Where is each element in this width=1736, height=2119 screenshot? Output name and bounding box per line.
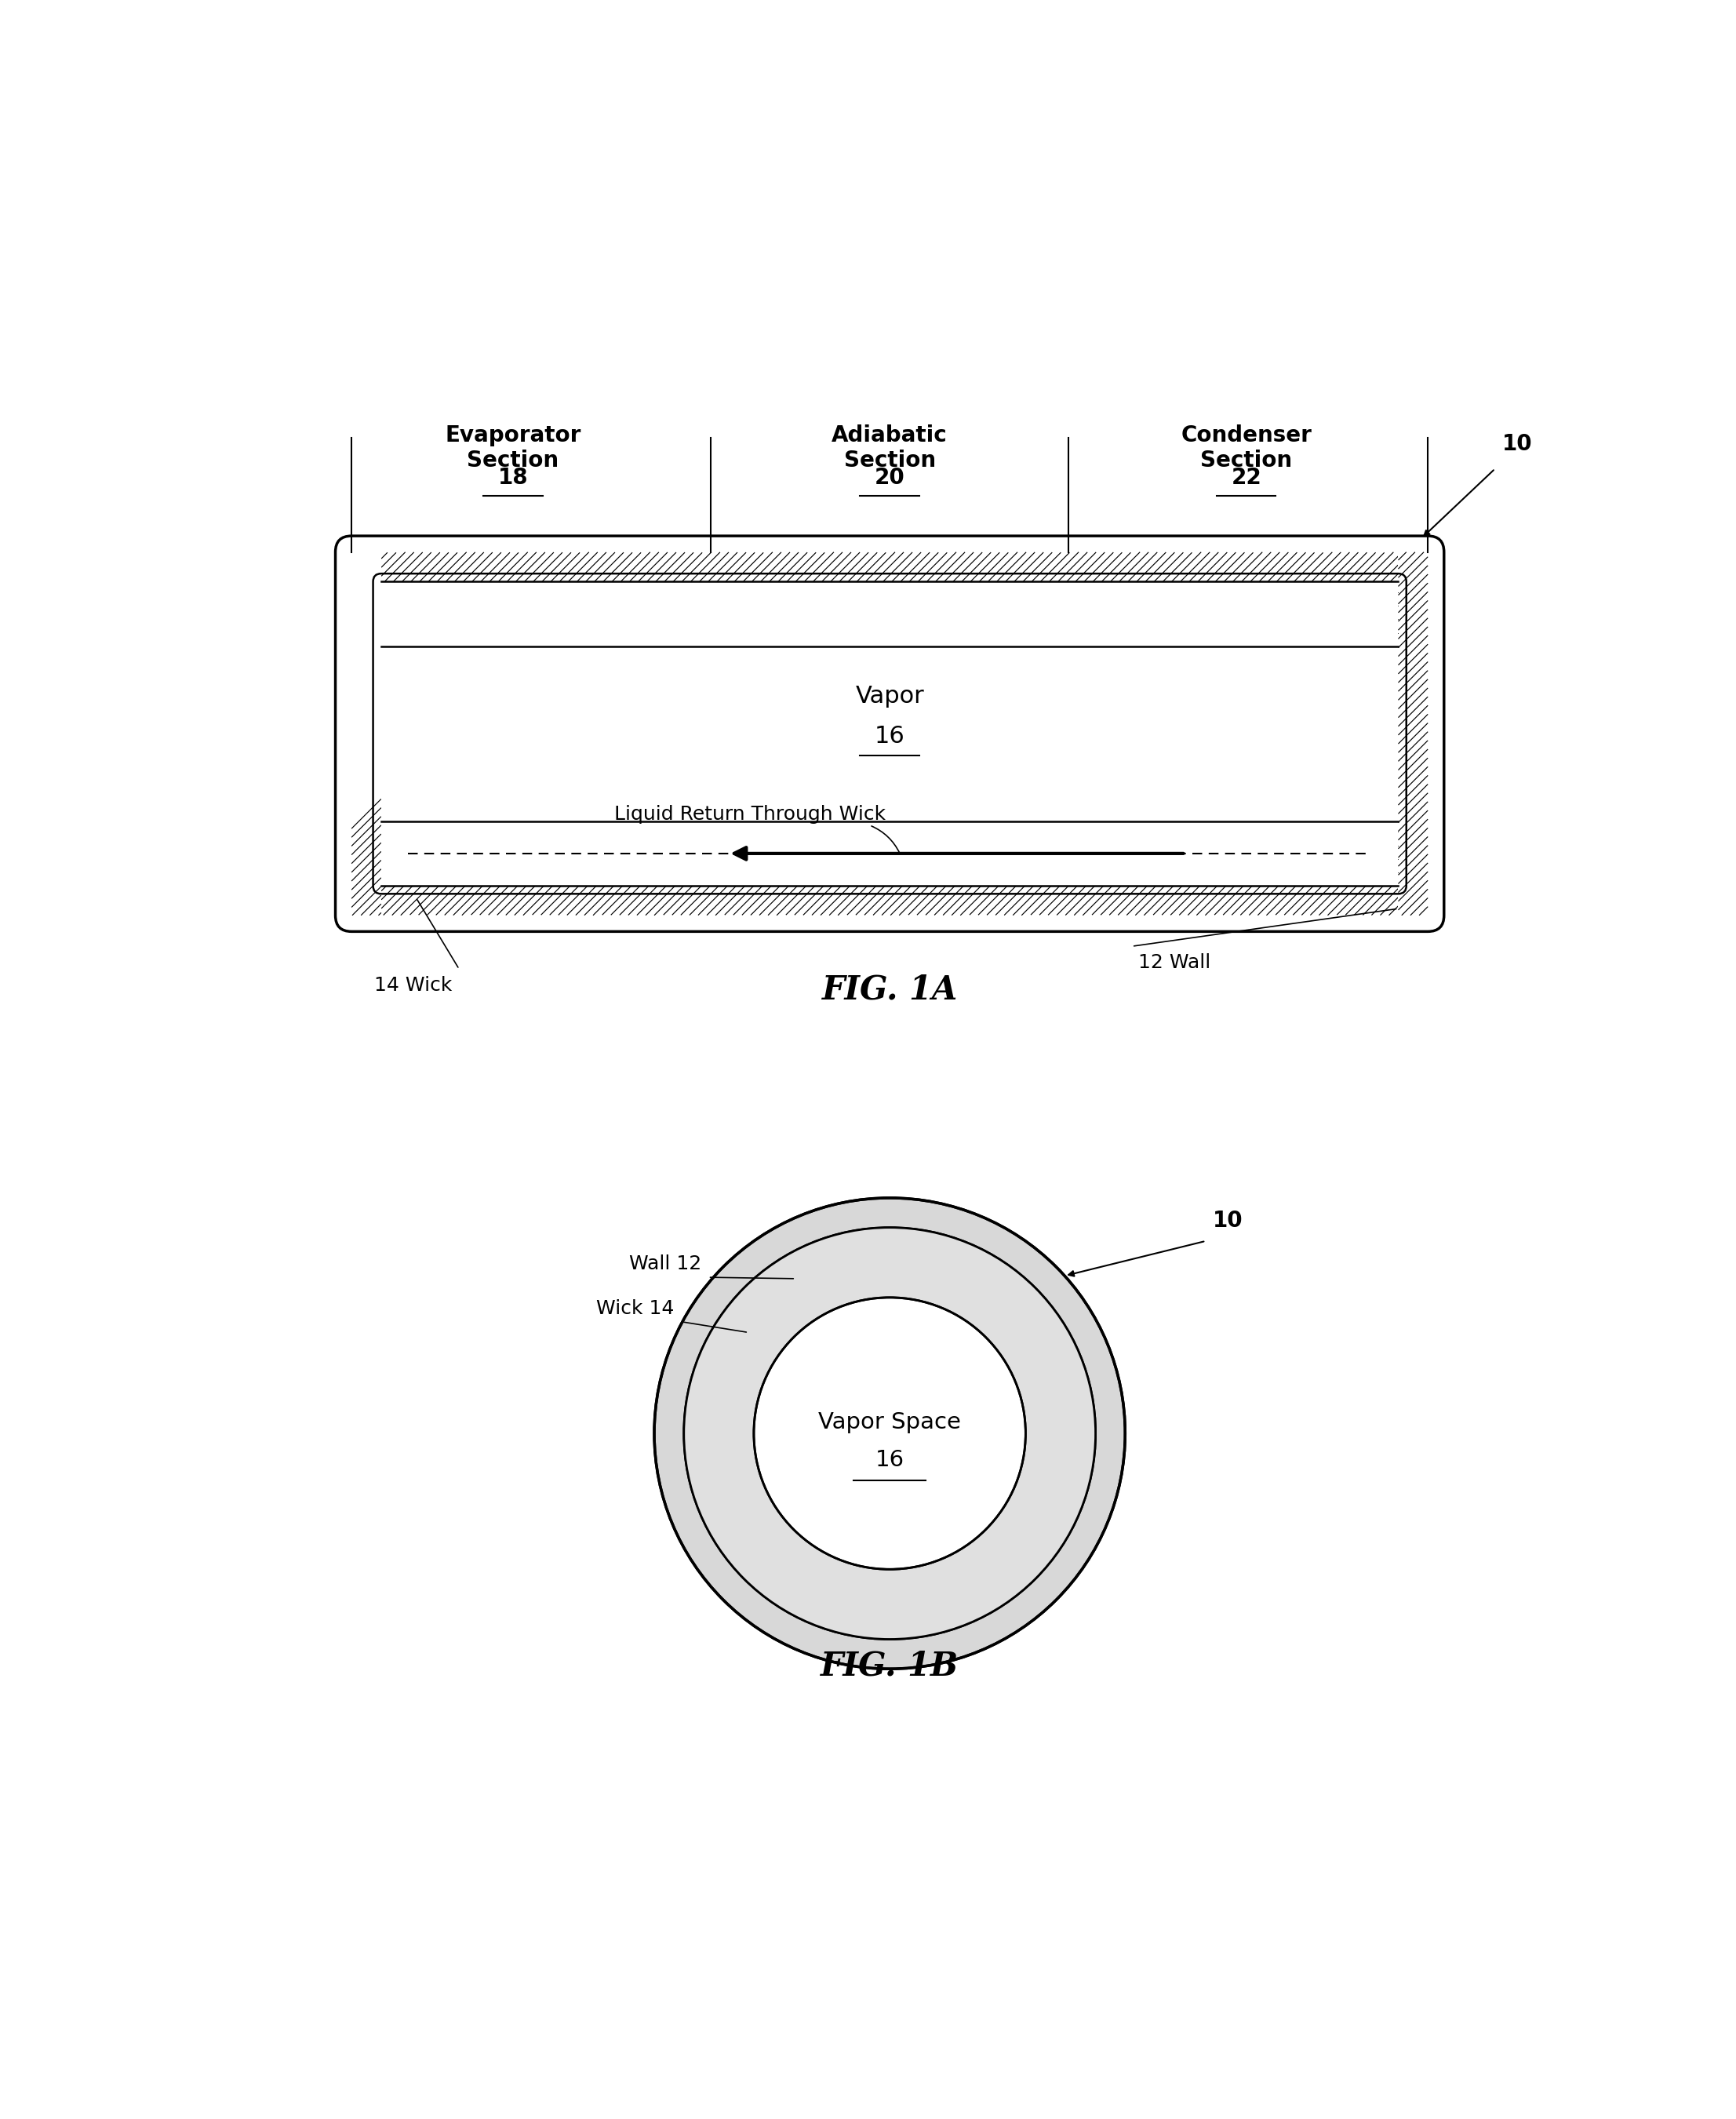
Text: 10: 10 <box>1502 434 1533 456</box>
Text: 16: 16 <box>875 725 904 748</box>
Text: Vapor Space: Vapor Space <box>818 1411 962 1435</box>
Bar <box>382 583 1397 886</box>
Circle shape <box>753 1297 1026 1570</box>
Circle shape <box>654 1197 1125 1670</box>
Bar <box>382 822 1397 886</box>
Bar <box>382 646 1397 822</box>
Text: 20: 20 <box>875 466 904 489</box>
Text: Evaporator
Section: Evaporator Section <box>444 424 582 473</box>
Circle shape <box>684 1227 1095 1640</box>
Text: 10: 10 <box>1212 1210 1243 1231</box>
Text: Wall 12: Wall 12 <box>628 1254 701 1274</box>
Bar <box>352 553 382 915</box>
Text: 12 Wall: 12 Wall <box>1139 954 1212 973</box>
Circle shape <box>684 1227 1095 1640</box>
Text: Liquid Return Through Wick: Liquid Return Through Wick <box>615 805 885 824</box>
Text: 14 Wick: 14 Wick <box>375 977 453 994</box>
Bar <box>382 583 1397 646</box>
Bar <box>382 886 1397 915</box>
Text: Wick 14: Wick 14 <box>597 1299 675 1318</box>
Text: FIG. 1B: FIG. 1B <box>821 1651 958 1682</box>
Text: 22: 22 <box>1231 466 1262 489</box>
Text: Vapor: Vapor <box>856 684 924 708</box>
Bar <box>1397 553 1427 915</box>
Bar <box>382 553 1397 583</box>
Text: FIG. 1A: FIG. 1A <box>821 973 958 1007</box>
FancyBboxPatch shape <box>352 553 1429 915</box>
Text: Adiabatic
Section: Adiabatic Section <box>832 424 948 473</box>
Text: Condenser
Section: Condenser Section <box>1180 424 1312 473</box>
Text: 18: 18 <box>498 466 528 489</box>
Text: 16: 16 <box>875 1449 904 1471</box>
